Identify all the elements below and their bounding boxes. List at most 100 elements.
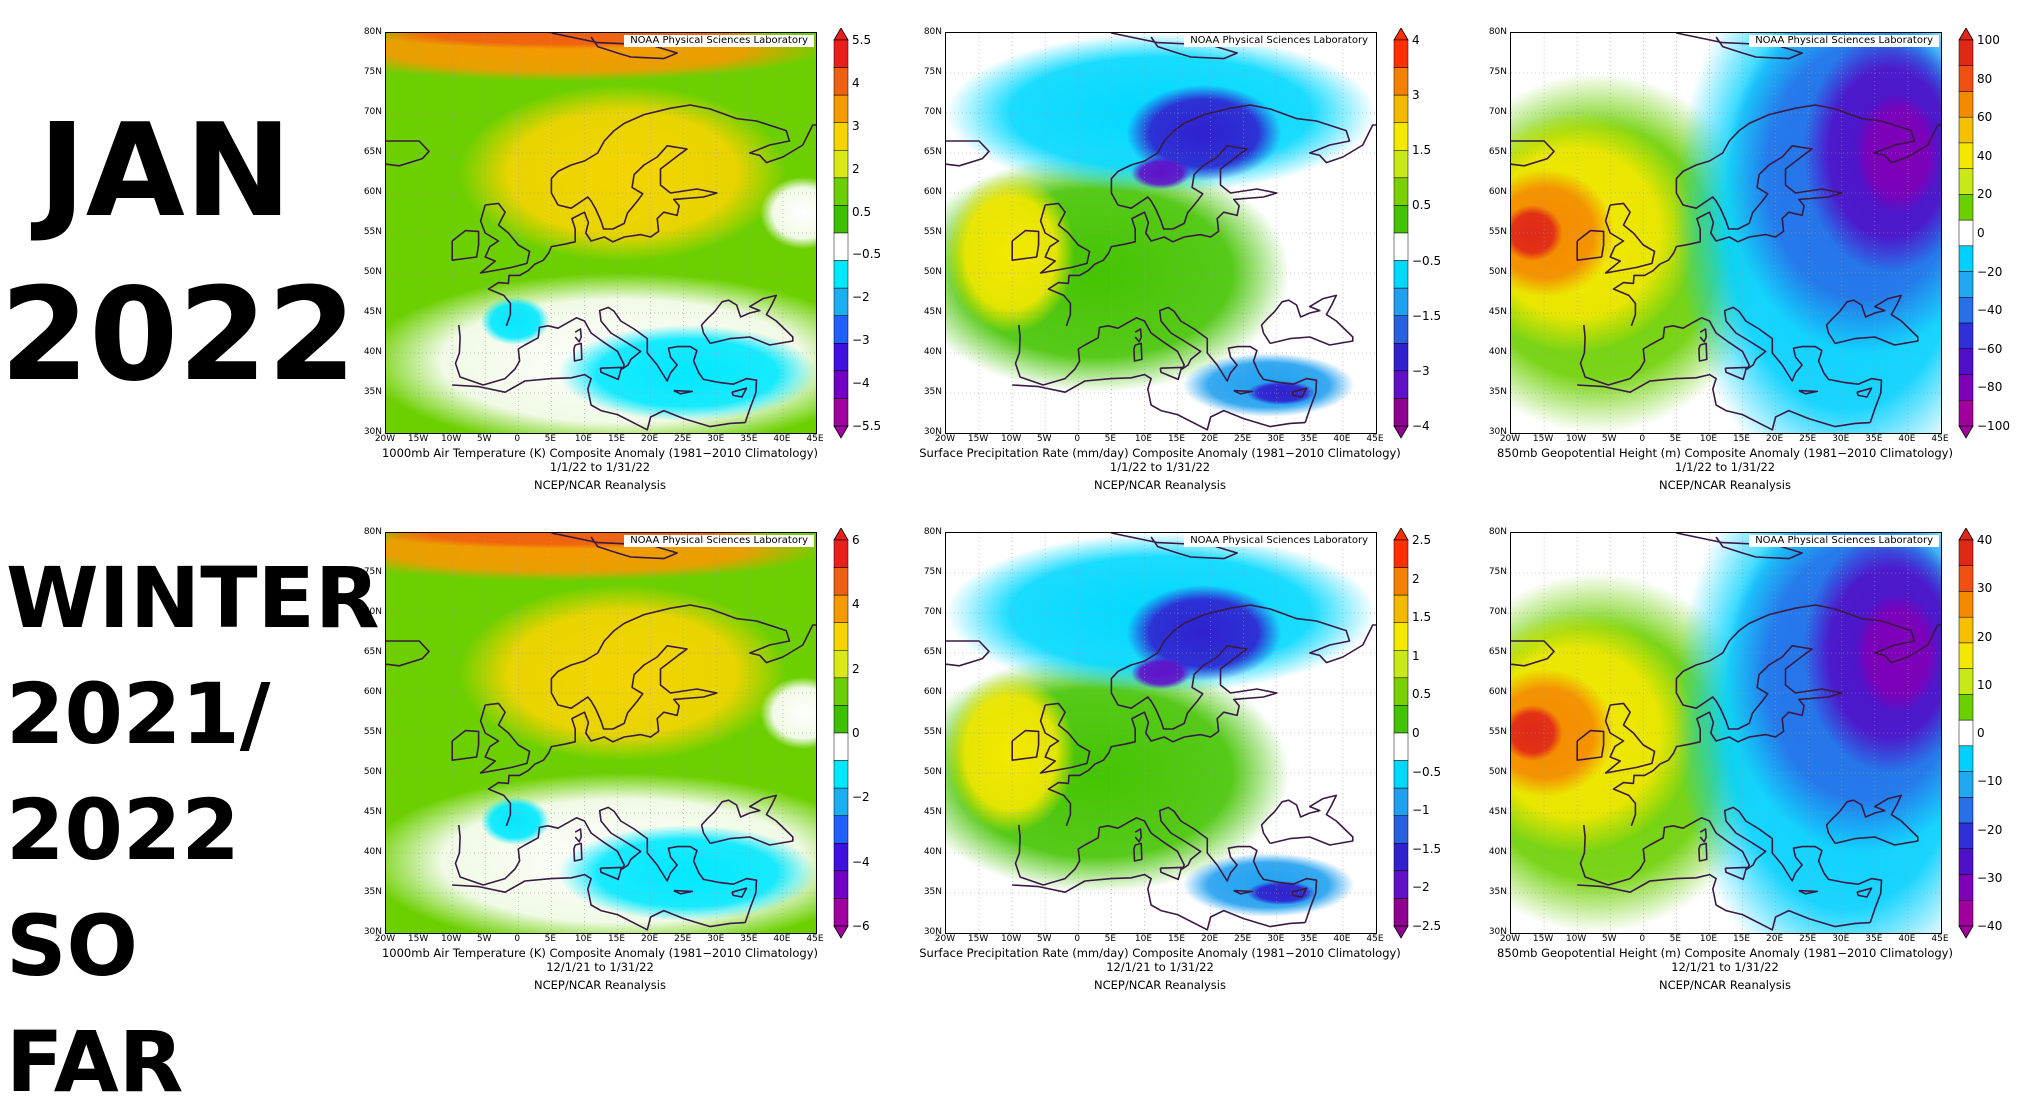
colorbar-segment: [1393, 787, 1409, 816]
longitude-tick-label: 20W: [1499, 434, 1521, 444]
coastline: [1039, 702, 1091, 774]
colorbar-segment: [1958, 874, 1974, 901]
latitude-tick-label: 40N: [363, 847, 382, 857]
colorbar-segment: [833, 898, 849, 927]
colorbar-scale: [1393, 528, 1409, 939]
coastline: [1012, 873, 1306, 931]
colorbar-tick-label: 2: [852, 161, 860, 176]
coastline: [1012, 373, 1306, 431]
longitude-tick-label: 20E: [1201, 934, 1219, 944]
latitude-tick-label: 30N: [923, 927, 942, 937]
latitude-tick-label: 50N: [363, 267, 382, 277]
colorbar-segment: [1393, 94, 1409, 123]
colorbar-segment: [1393, 232, 1409, 261]
colorbar-segment: [1393, 287, 1409, 316]
colorbar-tick-label: 100: [1977, 33, 2000, 47]
row-label-line: JAN: [38, 97, 292, 246]
latitude-tick-label: 80N: [363, 27, 382, 37]
colorbar-segment: [833, 150, 849, 179]
longitude-tick-label: 0: [1074, 434, 1081, 444]
colorbar-tick-label: −40: [1977, 919, 2003, 933]
colorbar-tick-label: −3: [1412, 363, 1430, 378]
latitude-tick-label: 30N: [1488, 427, 1507, 437]
longitude-tick-label: 25E: [674, 934, 692, 944]
coastline: [1604, 702, 1656, 774]
longitude-tick-label: 35E: [740, 434, 758, 444]
colorbar-tick-label: 2.5: [1412, 533, 1432, 547]
anomaly-contour-region: [1126, 85, 1282, 181]
anomaly-contour-region: [1130, 657, 1192, 689]
longitude-tick-label: 35E: [1865, 434, 1883, 444]
colorbar-segment: [833, 760, 849, 789]
colorbar-segment: [1958, 719, 1974, 747]
coastline: [1260, 294, 1354, 346]
longitude-tick-label: 10E: [1134, 934, 1153, 944]
longitude-tick-label: 5W: [476, 434, 492, 444]
colorbar-top-arrow: [833, 528, 849, 541]
colorbar-segment: [1393, 594, 1409, 623]
coastline: [700, 294, 794, 346]
latitude-tick-label: 65N: [923, 647, 942, 657]
colorbar-segment: [1958, 322, 1974, 350]
latitude-tick-label: 30N: [1488, 927, 1507, 937]
colorbar-scale: [1393, 28, 1409, 439]
longitude-tick-label: 35E: [1300, 434, 1318, 444]
colorbar-legend: 40 30 20 10 0 −10 −20 −30 −40: [1955, 528, 2015, 968]
coastline: [1047, 604, 1376, 827]
colorbar-tick-label: 4: [852, 75, 860, 90]
longitude-tick-label: 5W: [1601, 434, 1617, 444]
colorbar-segment: [1958, 142, 1974, 169]
coastline: [1576, 729, 1605, 761]
latitude-tick-label: 75N: [923, 567, 942, 577]
coastline: [599, 366, 623, 381]
colorbar-segment: [1958, 900, 1974, 927]
latitude-tick-label: 80N: [1488, 527, 1507, 537]
colorbar-bottom-arrow: [833, 925, 849, 939]
colorbar-tick-label: −80: [1977, 380, 2003, 395]
anomaly-contour-region: [946, 173, 1075, 333]
coastline: [1011, 729, 1040, 761]
colorbar-segment: [1393, 398, 1409, 427]
coastline: [1604, 202, 1656, 274]
latitude-tick-label: 40N: [363, 347, 382, 357]
colorbar-bottom-arrow: [833, 425, 849, 439]
anomaly-map: [386, 533, 816, 933]
colorbar-tick-label: 1.5: [1412, 610, 1432, 625]
colorbar-segment: [1958, 539, 1974, 566]
longitude-tick-label: 10W: [440, 934, 462, 944]
colorbar-legend: 5.5 4 3 2 0.5 −0.5 −2 −3 −4 −5.5: [830, 28, 890, 468]
longitude-tick-label: 15W: [407, 434, 429, 444]
anomaly-map: [386, 33, 816, 433]
map-area: NOAA Physical Sciences Laboratory: [1510, 532, 1942, 934]
coastline: [1577, 373, 1871, 431]
longitude-tick-label: 10W: [1565, 934, 1587, 944]
coastline: [479, 202, 531, 274]
latitude-tick-label: 30N: [363, 927, 382, 937]
colorbar-scale: [833, 528, 849, 939]
longitude-tick-label: 20W: [934, 934, 956, 944]
coastline: [451, 729, 480, 761]
latitude-tick-label: 70N: [923, 107, 942, 117]
longitude-tick-label: 15W: [1532, 934, 1554, 944]
colorbar-segment: [833, 315, 849, 344]
coastline: [1825, 794, 1919, 846]
coastline: [1699, 328, 1707, 343]
colorbar-legend: 2.5 2 1.5 1 0.5 0 −0.5 −1 −1.5 −2 −2.5: [1390, 528, 1450, 968]
coastline: [1612, 104, 1941, 327]
longitude-tick-label: 15W: [967, 434, 989, 444]
colorbar-segment: [1958, 65, 1974, 92]
data-source: NCEP/NCAR Reanalysis: [534, 478, 666, 492]
latitude-tick-label: 50N: [363, 767, 382, 777]
colorbar-segment: [833, 122, 849, 151]
coastline: [1798, 889, 1819, 895]
map-area: NOAA Physical Sciences Laboratory: [1510, 32, 1942, 434]
longitude-tick-label: 10E: [574, 934, 593, 944]
colorbar-segment: [1393, 67, 1409, 96]
colorbar-tick-label: −100: [1977, 419, 2010, 433]
colorbar-tick-label: 1.5: [1412, 143, 1432, 158]
colorbar-legend: 6 4 2 0 −2 −4 −6: [830, 528, 890, 968]
map-caption: 850mb Geopotential Height (m) Composite …: [1455, 446, 1995, 492]
colorbar-segment: [1393, 815, 1409, 844]
coastline: [1698, 342, 1708, 362]
coastline: [731, 887, 748, 898]
